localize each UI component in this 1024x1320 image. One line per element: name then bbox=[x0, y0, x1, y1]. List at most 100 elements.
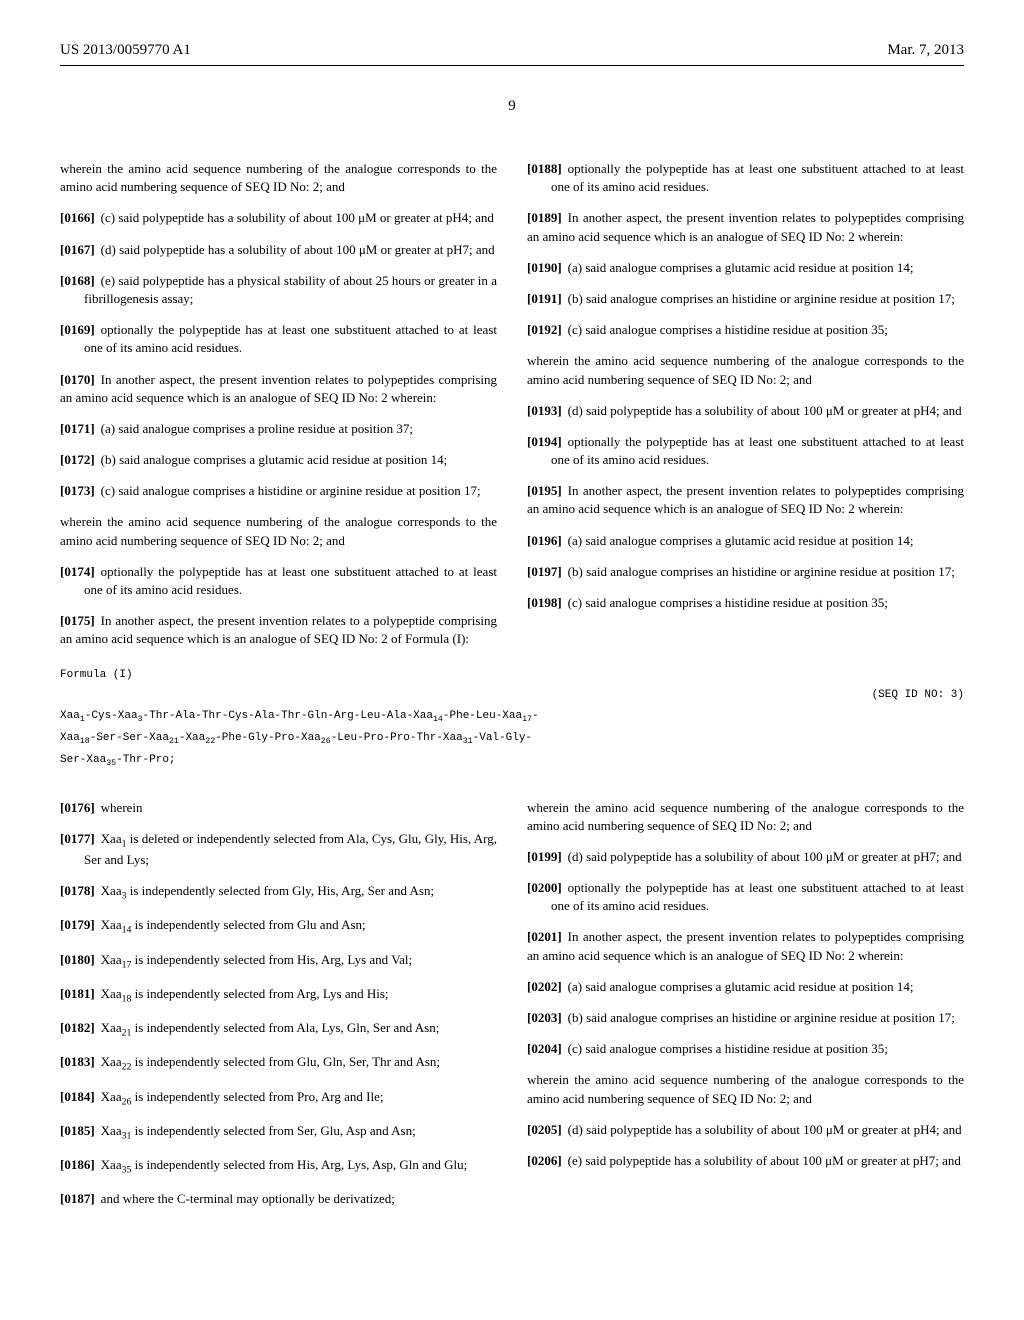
para-0186: [0186]Xaa35 is independently selected fr… bbox=[60, 1156, 497, 1177]
para-0166: [0166](c) said polypeptide has a solubil… bbox=[60, 209, 497, 227]
para-continuation: wherein the amino acid sequence numberin… bbox=[527, 799, 964, 835]
para-0188: [0188]optionally the polypeptide has at … bbox=[527, 160, 964, 196]
para-0192: [0192](c) said analogue comprises a hist… bbox=[527, 321, 964, 339]
para-num: [0168] bbox=[60, 273, 95, 288]
document-header: US 2013/0059770 A1 Mar. 7, 2013 bbox=[60, 40, 964, 66]
para-0180: [0180]Xaa17 is independently selected fr… bbox=[60, 951, 497, 972]
para-0175: [0175]In another aspect, the present inv… bbox=[60, 612, 497, 648]
para-num: [0200] bbox=[527, 880, 562, 895]
para-num: [0182] bbox=[60, 1020, 95, 1035]
para-num: [0177] bbox=[60, 831, 95, 846]
para-num: [0204] bbox=[527, 1041, 562, 1056]
para-0184: [0184]Xaa26 is independently selected fr… bbox=[60, 1088, 497, 1109]
para-continuation: wherein the amino acid sequence numberin… bbox=[527, 1071, 964, 1107]
para-continuation: wherein the amino acid sequence numberin… bbox=[60, 160, 497, 196]
para-0177: [0177]Xaa1 is deleted or independently s… bbox=[60, 830, 497, 869]
para-num: [0183] bbox=[60, 1054, 95, 1069]
para-0174: [0174]optionally the polypeptide has at … bbox=[60, 563, 497, 599]
para-0205: [0205](d) said polypeptide has a solubil… bbox=[527, 1121, 964, 1139]
para-num: [0187] bbox=[60, 1191, 95, 1206]
para-0169: [0169]optionally the polypeptide has at … bbox=[60, 321, 497, 357]
right-column: [0188]optionally the polypeptide has at … bbox=[527, 147, 964, 652]
formula-seq-id: (SEQ ID NO: 3) bbox=[60, 686, 964, 705]
para-0194: [0194]optionally the polypeptide has at … bbox=[527, 433, 964, 469]
para-0172: [0172](b) said analogue comprises a glut… bbox=[60, 451, 497, 469]
para-0190: [0190](a) said analogue comprises a glut… bbox=[527, 259, 964, 277]
para-0168: [0168](e) said polypeptide has a physica… bbox=[60, 272, 497, 308]
para-0178: [0178]Xaa3 is independently selected fro… bbox=[60, 882, 497, 903]
para-num: [0185] bbox=[60, 1123, 95, 1138]
para-0191: [0191](b) said analogue comprises an his… bbox=[527, 290, 964, 308]
left-column: wherein the amino acid sequence numberin… bbox=[60, 147, 497, 652]
para-0176: [0176]wherein bbox=[60, 799, 497, 817]
formula-line-1: Xaa1-Cys-Xaa3-Thr-Ala-Thr-Cys-Ala-Thr-Gl… bbox=[60, 707, 964, 727]
para-0189: [0189]In another aspect, the present inv… bbox=[527, 209, 964, 245]
para-0170: [0170]In another aspect, the present inv… bbox=[60, 371, 497, 407]
para-num: [0179] bbox=[60, 917, 95, 932]
para-0187: [0187]and where the C-terminal may optio… bbox=[60, 1190, 497, 1208]
para-0167: [0167](d) said polypeptide has a solubil… bbox=[60, 241, 497, 259]
para-num: [0202] bbox=[527, 979, 562, 994]
para-num: [0205] bbox=[527, 1122, 562, 1137]
para-num: [0188] bbox=[527, 161, 562, 176]
para-0182: [0182]Xaa21 is independently selected fr… bbox=[60, 1019, 497, 1040]
para-num: [0197] bbox=[527, 564, 562, 579]
right-column-lower: wherein the amino acid sequence numberin… bbox=[527, 786, 964, 1212]
para-0201: [0201]In another aspect, the present inv… bbox=[527, 928, 964, 964]
formula-line-2: Xaa18-Ser-Ser-Xaa21-Xaa22-Phe-Gly-Pro-Xa… bbox=[60, 729, 964, 749]
para-num: [0166] bbox=[60, 210, 95, 225]
para-num: [0178] bbox=[60, 883, 95, 898]
para-num: [0203] bbox=[527, 1010, 562, 1025]
two-column-layout: wherein the amino acid sequence numberin… bbox=[60, 147, 964, 652]
para-num: [0186] bbox=[60, 1157, 95, 1172]
para-0181: [0181]Xaa18 is independently selected fr… bbox=[60, 985, 497, 1006]
para-0202: [0202](a) said analogue comprises a glut… bbox=[527, 978, 964, 996]
para-num: [0184] bbox=[60, 1089, 95, 1104]
left-column-lower: [0176]wherein [0177]Xaa1 is deleted or i… bbox=[60, 786, 497, 1212]
para-0171: [0171](a) said analogue comprises a prol… bbox=[60, 420, 497, 438]
para-num: [0206] bbox=[527, 1153, 562, 1168]
para-0197: [0197](b) said analogue comprises an his… bbox=[527, 563, 964, 581]
para-num: [0194] bbox=[527, 434, 562, 449]
pub-number: US 2013/0059770 A1 bbox=[60, 40, 191, 61]
para-num: [0181] bbox=[60, 986, 95, 1001]
para-num: [0198] bbox=[527, 595, 562, 610]
para-0204: [0204](c) said analogue comprises a hist… bbox=[527, 1040, 964, 1058]
para-num: [0174] bbox=[60, 564, 95, 579]
para-num: [0189] bbox=[527, 210, 562, 225]
para-num: [0176] bbox=[60, 800, 95, 815]
para-num: [0172] bbox=[60, 452, 95, 467]
para-num: [0175] bbox=[60, 613, 95, 628]
para-0179: [0179]Xaa14 is independently selected fr… bbox=[60, 916, 497, 937]
para-num: [0193] bbox=[527, 403, 562, 418]
para-0183: [0183]Xaa22 is independently selected fr… bbox=[60, 1053, 497, 1074]
formula-block: Formula (I) (SEQ ID NO: 3) Xaa1-Cys-Xaa3… bbox=[60, 666, 964, 772]
pub-date: Mar. 7, 2013 bbox=[887, 40, 964, 61]
para-num: [0201] bbox=[527, 929, 562, 944]
para-0200: [0200]optionally the polypeptide has at … bbox=[527, 879, 964, 915]
para-num: [0167] bbox=[60, 242, 95, 257]
para-0199: [0199](d) said polypeptide has a solubil… bbox=[527, 848, 964, 866]
para-0206: [0206](e) said polypeptide has a solubil… bbox=[527, 1152, 964, 1170]
para-num: [0192] bbox=[527, 322, 562, 337]
para-num: [0199] bbox=[527, 849, 562, 864]
formula-line-3: Ser-Xaa35-Thr-Pro; bbox=[60, 751, 964, 771]
para-continuation: wherein the amino acid sequence numberin… bbox=[527, 352, 964, 388]
para-0185: [0185]Xaa31 is independently selected fr… bbox=[60, 1122, 497, 1143]
formula-label: Formula (I) bbox=[60, 666, 964, 685]
para-0173: [0173](c) said analogue comprises a hist… bbox=[60, 482, 497, 500]
para-0193: [0193](d) said polypeptide has a solubil… bbox=[527, 402, 964, 420]
para-num: [0170] bbox=[60, 372, 95, 387]
para-num: [0196] bbox=[527, 533, 562, 548]
page-number: 9 bbox=[60, 96, 964, 117]
para-0196: [0196](a) said analogue comprises a glut… bbox=[527, 532, 964, 550]
para-num: [0180] bbox=[60, 952, 95, 967]
para-continuation: wherein the amino acid sequence numberin… bbox=[60, 513, 497, 549]
two-column-layout-lower: [0176]wherein [0177]Xaa1 is deleted or i… bbox=[60, 786, 964, 1212]
para-num: [0191] bbox=[527, 291, 562, 306]
para-num: [0195] bbox=[527, 483, 562, 498]
para-num: [0190] bbox=[527, 260, 562, 275]
para-num: [0171] bbox=[60, 421, 95, 436]
para-num: [0173] bbox=[60, 483, 95, 498]
para-0203: [0203](b) said analogue comprises an his… bbox=[527, 1009, 964, 1027]
